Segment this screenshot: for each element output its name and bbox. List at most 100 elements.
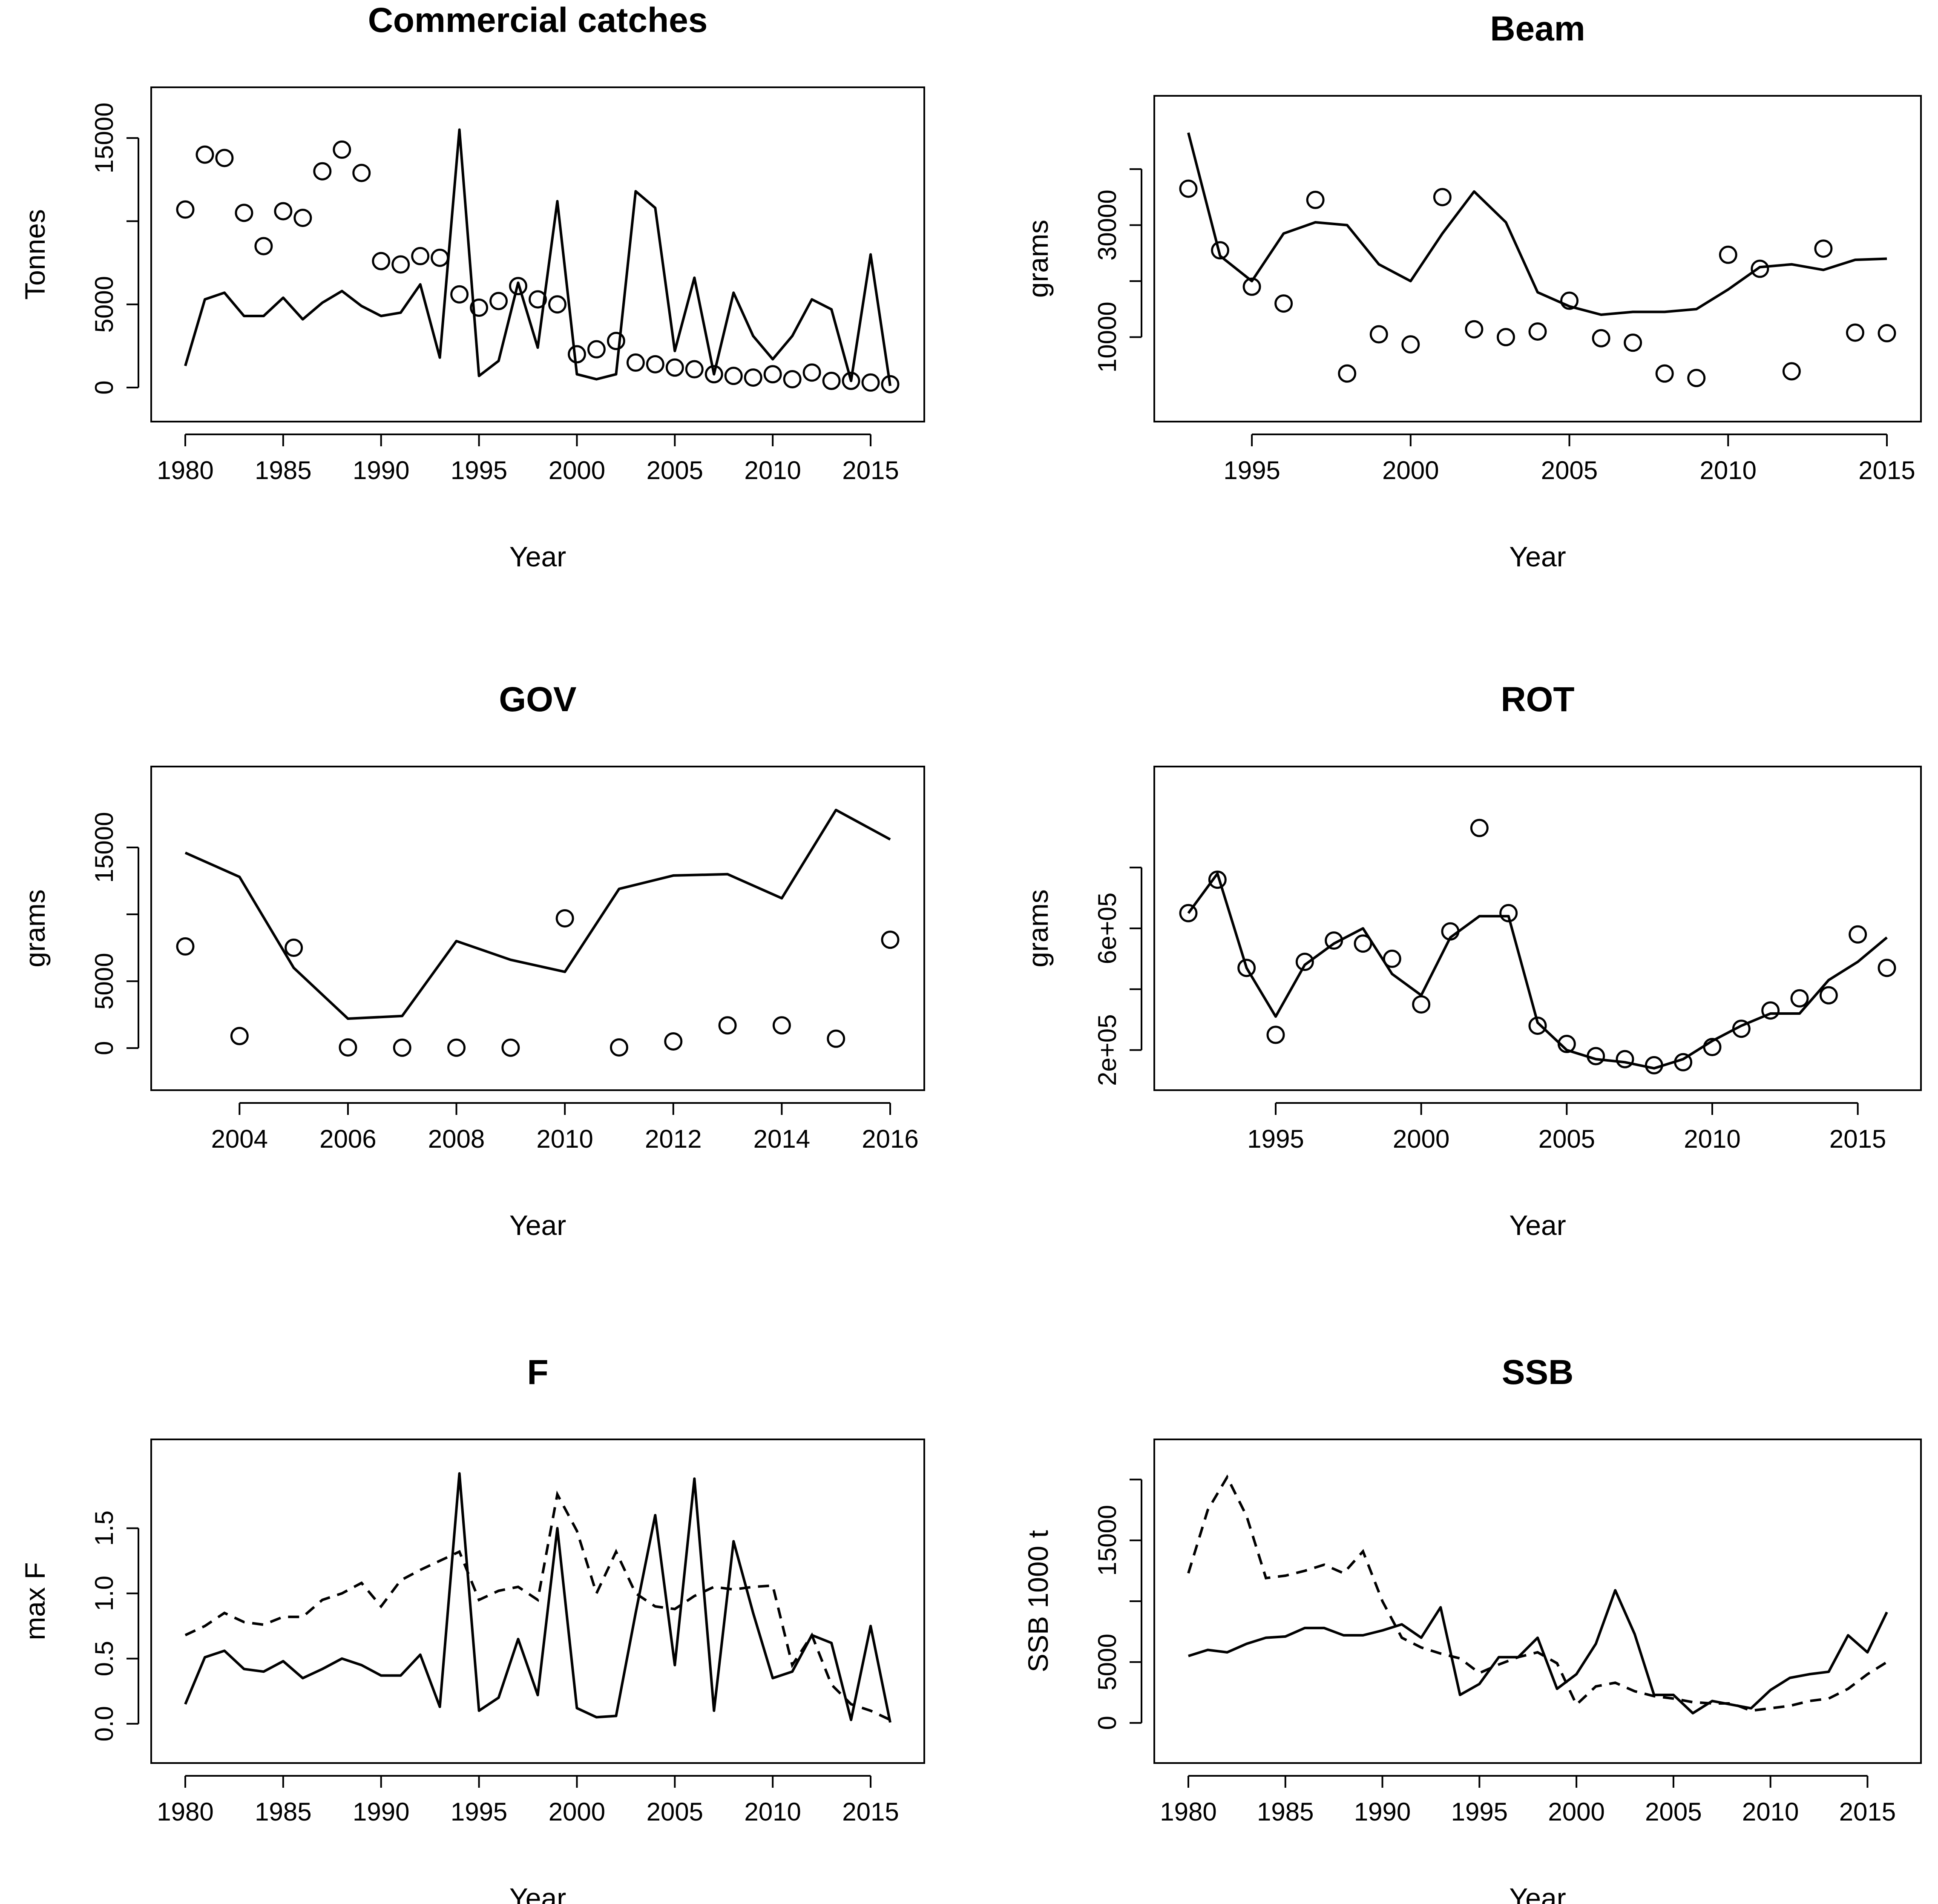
- y-tick-label: 5000: [90, 953, 118, 1009]
- x-axis-label: Year: [1509, 1882, 1566, 1904]
- x-tick-label: 1990: [353, 456, 409, 485]
- x-tick-label: 2000: [549, 1798, 605, 1826]
- data-point: [822, 371, 841, 390]
- data-point: [1242, 277, 1261, 296]
- data-point: [176, 200, 195, 219]
- series-dashed: [1187, 1474, 1888, 1712]
- x-tick-label: 2006: [319, 1125, 376, 1153]
- plot-frame: [150, 1439, 925, 1764]
- series-line-solid: [1187, 132, 1887, 316]
- series-solid: [184, 1472, 891, 1723]
- plot-frame: [150, 766, 925, 1091]
- x-tick-label: 2008: [428, 1125, 485, 1153]
- data-point: [489, 292, 508, 310]
- x-tick-label: 2005: [647, 1798, 703, 1826]
- data-point: [1179, 179, 1198, 198]
- y-tick-label: 30000: [1093, 190, 1121, 261]
- data-point: [1433, 188, 1452, 207]
- x-tick-label: 2000: [549, 456, 605, 485]
- data-point: [274, 202, 293, 221]
- data-point: [567, 345, 586, 364]
- series-line-solid: [184, 128, 891, 386]
- data-point: [1528, 322, 1547, 341]
- data-point: [665, 358, 684, 377]
- chart-panel-beam: Beam 1995 2000 2005 2010 2015 10000 30000 Year gr…: [1022, 9, 1922, 572]
- x-tick-label: 2015: [1858, 456, 1915, 485]
- y-axis: 0 5000 15000: [90, 103, 139, 395]
- data-point: [254, 237, 273, 256]
- data-point: [1401, 335, 1420, 354]
- y-tick-label: 5000: [90, 276, 118, 333]
- data-point: [431, 248, 449, 267]
- data-point: [1624, 333, 1642, 352]
- chart-title: Commercial catches: [368, 1, 708, 40]
- y-tick-label: 10000: [1093, 302, 1121, 373]
- x-axis: 1980 1985 1990 1995 2000 2005 2010 2015: [157, 1775, 899, 1826]
- data-point: [235, 204, 253, 222]
- plot-frame: [150, 86, 925, 422]
- y-axis: 0 5000 15000: [90, 812, 139, 1055]
- series-dashed: [184, 1490, 891, 1721]
- x-tick-label: 1995: [451, 1798, 507, 1826]
- x-tick-label: 1995: [1451, 1798, 1508, 1826]
- data-point: [1849, 925, 1867, 944]
- chart-title: Beam: [1490, 9, 1585, 48]
- data-point: [1274, 294, 1293, 313]
- data-point: [1496, 328, 1515, 347]
- chart-panel-rot: ROT 1995 2000 2005 2010 2015 2e+05 6e+05 Year gra…: [1022, 680, 1922, 1241]
- data-point: [1878, 324, 1896, 342]
- data-point: [881, 375, 900, 393]
- series-line-solid: [184, 1472, 891, 1723]
- x-tick-label: 2015: [1829, 1125, 1886, 1153]
- data-point: [1295, 953, 1314, 971]
- x-axis-label: Year: [509, 1882, 566, 1904]
- series-line-dashed: [184, 1490, 891, 1721]
- data-point: [1237, 959, 1256, 977]
- data-point: [718, 1016, 737, 1035]
- x-axis-label: Year: [1509, 541, 1566, 572]
- data-point: [1751, 259, 1769, 278]
- x-axis: 1980 1985 1990 1995 2000 2005 2010 2015: [157, 434, 899, 485]
- y-axis: 0 5000 15000: [1093, 1479, 1142, 1730]
- x-axis: 1995 2000 2005 2010 2015: [1223, 434, 1915, 485]
- y-tick-label: 15000: [1093, 1505, 1121, 1576]
- data-point: [1687, 369, 1706, 388]
- series-observed: [1179, 818, 1896, 1074]
- data-point: [1616, 1050, 1634, 1068]
- y-axis-label: Tonnes: [19, 209, 51, 300]
- data-point: [646, 355, 664, 373]
- data-point: [1369, 325, 1388, 344]
- data-point: [1383, 949, 1401, 968]
- data-point: [827, 1029, 845, 1048]
- x-tick-label: 1995: [1223, 456, 1280, 485]
- data-point: [1266, 1025, 1285, 1044]
- data-point: [313, 162, 332, 181]
- y-tick-label: 1.5: [90, 1511, 118, 1546]
- x-axis-label: Year: [509, 541, 566, 572]
- data-point: [1208, 870, 1227, 889]
- x-tick-label: 2000: [1393, 1125, 1449, 1153]
- chart-title: F: [527, 1353, 548, 1392]
- data-point: [881, 930, 900, 949]
- x-axis: 1995 2000 2005 2010 2015: [1247, 1102, 1886, 1153]
- x-tick-label: 2010: [744, 1798, 801, 1826]
- series-fitted: [184, 128, 891, 386]
- data-point: [529, 290, 547, 309]
- x-tick-label: 1980: [157, 456, 213, 485]
- data-point: [501, 1038, 520, 1057]
- x-axis-label: Year: [1509, 1209, 1566, 1241]
- data-point: [391, 255, 410, 274]
- data-point: [783, 370, 802, 388]
- x-tick-label: 2010: [1742, 1798, 1799, 1826]
- series-line-solid: [1187, 872, 1888, 1070]
- y-axis-label: grams: [19, 889, 51, 967]
- data-point: [1814, 239, 1833, 258]
- x-tick-label: 2010: [536, 1125, 593, 1153]
- x-tick-label: 2000: [1548, 1798, 1604, 1826]
- y-tick-label: 0: [1093, 1716, 1121, 1730]
- x-tick-label: 2015: [1839, 1798, 1896, 1826]
- x-tick-label: 2010: [1684, 1125, 1740, 1153]
- plot-frame: [1153, 766, 1922, 1091]
- y-axis: 2e+05 6e+05: [1093, 867, 1142, 1086]
- chart-title: ROT: [1501, 680, 1574, 719]
